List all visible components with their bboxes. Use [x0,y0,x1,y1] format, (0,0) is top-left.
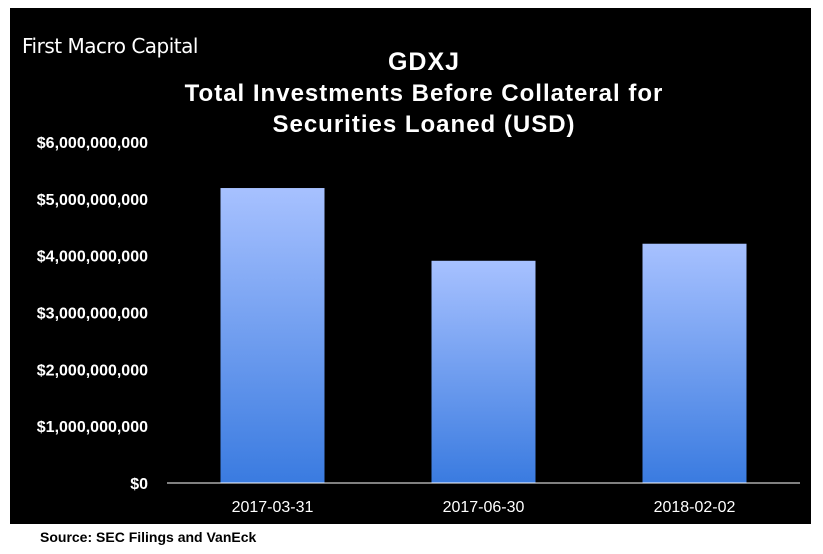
source-note: Source: SEC Filings and VanEck [40,529,257,545]
y-tick-label: $2,000,000,000 [37,362,148,379]
brand-logo-text: First Macro Capital [22,34,198,58]
y-tick-label: $6,000,000,000 [37,135,148,152]
chart-subtitle-line-1: Total Investments Before Collateral for [185,80,664,107]
y-tick-label: $3,000,000,000 [37,306,148,323]
x-tick-label: 2017-06-30 [443,499,525,516]
x-tick-label: 2018-02-02 [654,499,736,516]
chart-subtitle-line-2: Securities Loaned (USD) [272,111,575,138]
bar-2017-03-31 [220,188,325,483]
y-axis: $0 $1,000,000,000 $2,000,000,000 $3,000,000… [37,135,148,493]
bar-chart: GDXJ Total Investments Before Collateral… [37,48,800,516]
bars [220,188,747,483]
bar-2017-06-30 [431,260,536,483]
bar-2018-02-02 [642,243,747,483]
x-tick-label: 2017-03-31 [232,499,314,516]
y-tick-label: $5,000,000,000 [37,192,148,209]
x-axis: 2017-03-31 2017-06-30 2018-02-02 [232,499,736,516]
chart-panel: GDXJ Total Investments Before Collateral… [10,8,811,524]
y-tick-label: $0 [130,476,148,493]
y-tick-label: $1,000,000,000 [37,419,148,436]
y-tick-label: $4,000,000,000 [37,249,148,266]
chart-title: GDXJ [388,48,460,76]
